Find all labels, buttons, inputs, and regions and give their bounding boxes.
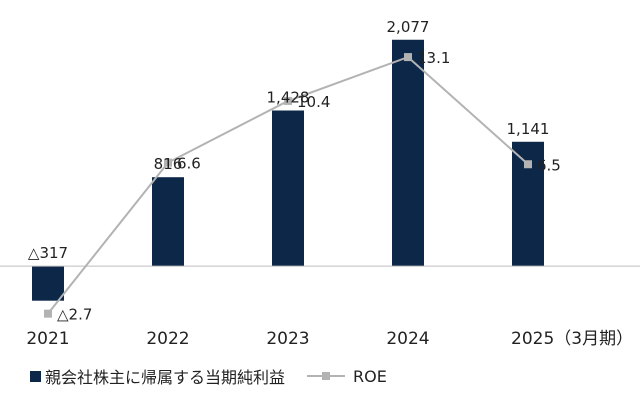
x-tick-label: 2023 — [266, 329, 309, 349]
legend-item-roe: ROE — [307, 367, 387, 386]
legend: 親会社株主に帰属する当期純利益 ROE — [30, 364, 409, 388]
bar-2024 — [392, 39, 424, 267]
roe-marker — [164, 158, 172, 167]
roe-marker — [284, 96, 292, 105]
roe-series — [44, 53, 532, 318]
bar-series — [32, 39, 544, 301]
legend-label-net-income: 親会社株主に帰属する当期純利益 — [45, 368, 286, 387]
bar-2022 — [152, 177, 184, 267]
roe-value-label: △2.7 — [57, 306, 92, 324]
bar-2023 — [272, 110, 304, 267]
x-tick-label: 2025（3月期） — [511, 329, 633, 349]
x-axis-ticks: 2021 2022 2023 2024 2025（3月期） — [26, 329, 633, 349]
roe-marker — [404, 53, 412, 62]
roe-value-label: 6.6 — [177, 155, 201, 173]
bar-value-label: 1,141 — [507, 120, 550, 138]
legend-label-roe: ROE — [353, 366, 387, 386]
bar-value-label: 1,428 — [267, 88, 310, 106]
x-tick-label: 2024 — [386, 329, 429, 349]
legend-item-net-income: 親会社株主に帰属する当期純利益 — [30, 364, 285, 388]
legend-bar-swatch — [30, 370, 41, 382]
data-labels: △317 816 1,428 2,077 1,141 △2.7 6.6 10.4 13.1 6.5 — [28, 18, 561, 324]
roe-value-label: 10.4 — [297, 93, 330, 111]
roe-marker — [524, 160, 532, 169]
bar-value-label: 816 — [154, 155, 183, 173]
bar-value-label: △317 — [28, 244, 68, 262]
roe-marker — [44, 309, 52, 318]
bar-2021 — [32, 266, 64, 301]
x-tick-label: 2022 — [146, 329, 189, 349]
legend-line-swatch — [307, 370, 346, 382]
x-tick-label: 2021 — [26, 329, 69, 349]
roe-value-label: 6.5 — [537, 156, 561, 174]
bar-value-label: 2,077 — [387, 18, 430, 36]
roe-value-label: 13.1 — [417, 49, 450, 67]
